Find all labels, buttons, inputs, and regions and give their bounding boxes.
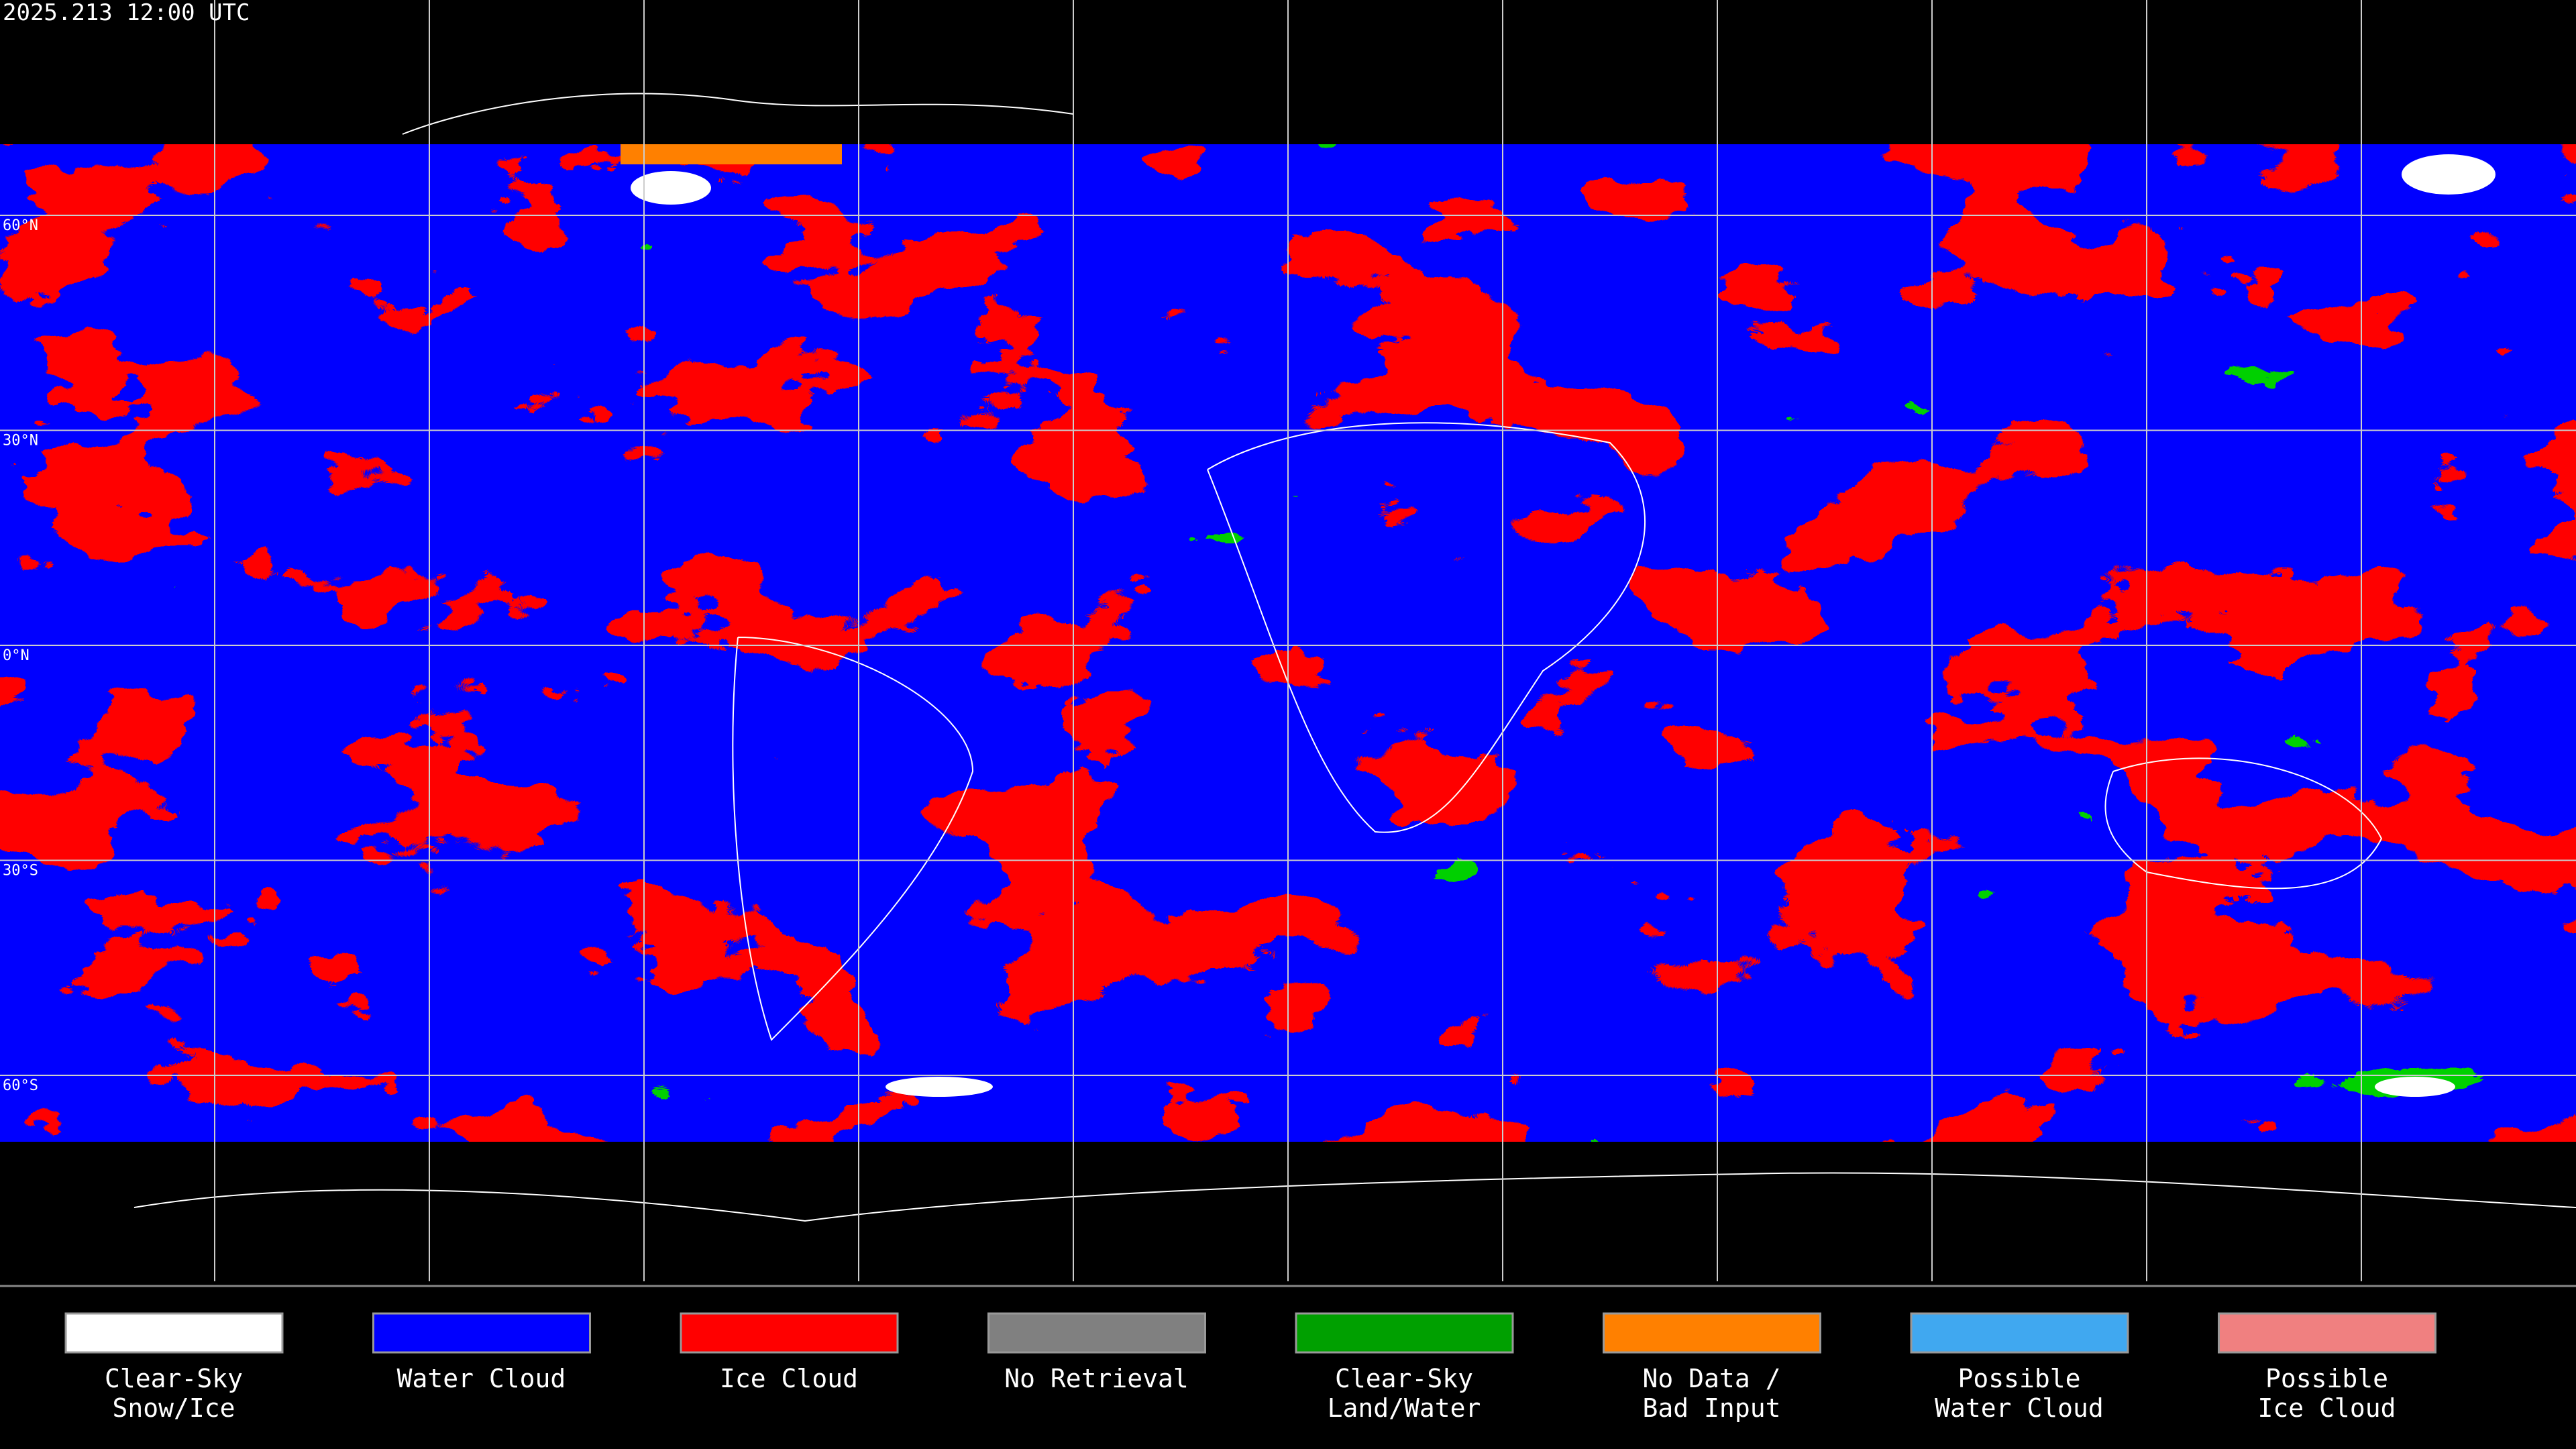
legend-swatch — [1910, 1312, 2129, 1354]
legend-label: No Retrieval — [1004, 1364, 1189, 1393]
legend-label: Bad Input — [1643, 1393, 1781, 1423]
legend-label: Snow/Ice — [112, 1393, 235, 1423]
snow-ice-patch — [631, 171, 711, 205]
legend-label: Ice Cloud — [2258, 1393, 2396, 1423]
graticule: 60°N 30°N 0°N 30°S 60°S — [0, 0, 2576, 1281]
legend-label: Ice Cloud — [720, 1364, 858, 1393]
coastline — [402, 93, 1074, 135]
legend-label: Clear-Sky — [1335, 1364, 1473, 1393]
latitude-label: 0°N — [3, 647, 30, 664]
latitude-label: 30°N — [3, 433, 38, 449]
snow-ice-patch — [2402, 154, 2496, 195]
legend-label: Water Cloud — [397, 1364, 566, 1393]
bad-input-area — [621, 144, 842, 164]
legend-swatch — [1603, 1312, 1821, 1354]
timestamp: 2025.213 12:00 UTC — [3, 0, 250, 26]
latitude-label: 30°S — [3, 863, 38, 879]
legend-swatch — [64, 1312, 284, 1354]
legend-swatch — [2218, 1312, 2436, 1354]
legend-label: Water Cloud — [1935, 1393, 2104, 1423]
coastline — [2104, 757, 2383, 890]
coastline — [732, 637, 974, 1041]
legend-label: Possible — [1957, 1364, 2080, 1393]
legend-label: Possible — [2265, 1364, 2388, 1393]
legend-label: Land/Water — [1328, 1393, 1481, 1423]
legend-swatch — [987, 1312, 1206, 1354]
coastlines — [133, 93, 2576, 1222]
snow-ice-patch — [2375, 1077, 2455, 1097]
coastline — [1207, 422, 1646, 833]
legend-swatch — [372, 1312, 591, 1354]
snow-ice-patch — [885, 1077, 993, 1097]
legend-swatch — [1295, 1312, 1514, 1354]
legend-label: No Data / — [1643, 1364, 1781, 1393]
latitude-label: 60°N — [3, 217, 38, 234]
coastline — [133, 1172, 2576, 1222]
latitude-label: 60°S — [3, 1077, 38, 1094]
legend-label: Clear-Sky — [105, 1364, 243, 1393]
legend-swatch — [680, 1312, 899, 1354]
